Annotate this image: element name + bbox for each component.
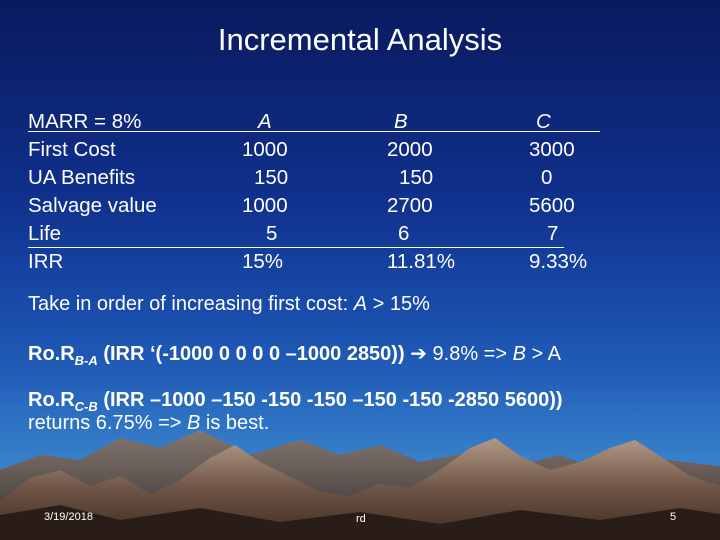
- col-header-c: C: [536, 110, 551, 133]
- a-first-cost: 1000: [242, 138, 288, 161]
- order-note-prefix: Take in order of increasing first cost:: [28, 293, 354, 315]
- ror-b-a-result: 9.8% =>: [426, 343, 513, 365]
- c-life: 7: [547, 222, 559, 245]
- arrow-icon: ➔: [410, 343, 427, 365]
- col-header-b: B: [394, 110, 408, 133]
- ror-b-a-subscript: B-A: [74, 353, 98, 368]
- ror-b-a-formula: (IRR ‘(-1000 0 0 0 0 –1000 2850)): [97, 343, 405, 365]
- ror-c-b-subscript: C-B: [74, 399, 98, 414]
- slide-title: Incremental Analysis: [217, 22, 503, 57]
- c-salvage-value: 5600: [529, 194, 575, 217]
- ror-b-a-winner: B: [512, 343, 526, 365]
- conclusion-best: B: [186, 412, 201, 434]
- a-irr: 15%: [242, 250, 284, 273]
- ror-c-b-formula: (IRR –1000 –150 -150 -150 –150 -150 -285…: [97, 389, 563, 411]
- footer-author: rd: [356, 513, 366, 525]
- ror-c-b-line: Ro.RC-B (IRR –1000 –150 -150 -150 –150 -…: [28, 389, 563, 414]
- order-note-alt: A: [353, 293, 368, 315]
- ror-b-a-compare: > A: [525, 343, 561, 365]
- row-label-first-cost: First Cost: [28, 138, 116, 161]
- order-note: Take in order of increasing first cost: …: [28, 293, 430, 316]
- b-irr: 11.81%: [387, 250, 456, 273]
- c-ua-benefits: 0: [541, 166, 553, 189]
- a-salvage-value: 1000: [242, 194, 288, 217]
- life-rule: [28, 247, 564, 248]
- header-rule: [28, 131, 600, 132]
- conclusion-line: returns 6.75% => B is best.: [28, 412, 269, 435]
- conclusion-suffix: is best.: [200, 412, 270, 434]
- row-label-life: Life: [28, 222, 62, 245]
- row-label-irr: IRR: [28, 250, 64, 273]
- footer-page-number: 5: [670, 511, 677, 523]
- b-first-cost: 2000: [387, 138, 433, 161]
- c-irr: 9.33%: [529, 250, 588, 273]
- ror-b-a-line: Ro.RB-A (IRR ‘(-1000 0 0 0 0 –1000 2850)…: [28, 341, 561, 368]
- order-note-suffix: > 15%: [367, 293, 430, 315]
- col-header-a: A: [258, 110, 272, 133]
- ror-b-a-label: Ro.R: [28, 343, 75, 365]
- row-label-ua-benefits: UA Benefits: [28, 166, 136, 189]
- row-label-salvage-value: Salvage value: [28, 194, 157, 217]
- ror-c-b-label: Ro.R: [28, 389, 75, 411]
- a-ua-benefits: 150: [254, 166, 289, 189]
- b-salvage-value: 2700: [387, 194, 433, 217]
- c-first-cost: 3000: [529, 138, 575, 161]
- b-life: 6: [398, 222, 410, 245]
- footer-date: 3/19/2018: [44, 511, 93, 523]
- b-ua-benefits: 150: [399, 166, 434, 189]
- conclusion-prefix: returns 6.75% =>: [28, 412, 187, 434]
- a-life: 5: [266, 222, 278, 245]
- row-label-marr: MARR = 8%: [28, 110, 142, 133]
